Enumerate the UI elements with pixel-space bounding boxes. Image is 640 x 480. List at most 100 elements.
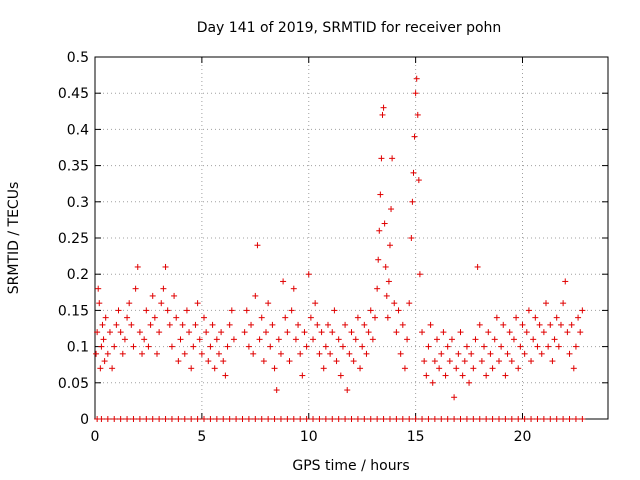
data-point	[560, 300, 567, 307]
data-point	[329, 416, 336, 422]
data-point	[186, 329, 193, 336]
x-tick-label: 10	[300, 429, 318, 445]
data-point	[136, 416, 143, 422]
data-point	[468, 350, 475, 357]
data-point	[352, 336, 359, 343]
data-point	[97, 365, 104, 372]
data-point	[147, 321, 154, 328]
data-point	[374, 416, 381, 422]
data-point	[181, 350, 188, 357]
data-point	[540, 329, 547, 336]
data-point	[536, 321, 543, 328]
data-point	[380, 104, 387, 111]
axis-ticks: 0 0.05 0.1 0.15 0.2 0.25 0.3 0.35 0.4 0.45 0.5 0 5 10…	[58, 50, 608, 445]
data-point	[361, 416, 368, 422]
data-point	[354, 416, 361, 422]
data-point	[575, 314, 582, 321]
data-point	[139, 350, 146, 357]
data-point	[406, 300, 413, 307]
data-point	[451, 394, 458, 401]
data-point	[386, 242, 393, 249]
data-point	[560, 416, 567, 422]
data-point	[367, 416, 374, 422]
data-point	[132, 285, 139, 292]
data-point	[483, 372, 490, 379]
data-point	[579, 307, 586, 314]
y-tick-label: 0.2	[67, 267, 89, 283]
data-point	[513, 314, 520, 321]
data-point	[342, 416, 349, 422]
data-point	[348, 416, 355, 422]
data-point	[203, 329, 210, 336]
data-point	[401, 365, 408, 372]
data-point	[372, 314, 379, 321]
data-point	[399, 321, 406, 328]
data-point	[478, 358, 485, 365]
data-point	[502, 372, 509, 379]
data-point	[230, 336, 237, 343]
data-point	[301, 329, 308, 336]
data-point	[448, 336, 455, 343]
data-point	[444, 416, 451, 422]
data-point	[329, 329, 336, 336]
data-point	[327, 350, 334, 357]
data-point	[466, 379, 473, 386]
data-point	[557, 321, 564, 328]
y-tick-label: 0.3	[67, 195, 89, 211]
data-point	[461, 358, 468, 365]
data-point	[258, 416, 265, 422]
data-point	[388, 206, 395, 213]
data-point	[579, 416, 586, 422]
data-point	[436, 365, 443, 372]
data-point	[100, 336, 107, 343]
data-point	[570, 365, 577, 372]
y-tick-label: 0	[80, 412, 89, 428]
data-point	[389, 155, 396, 162]
data-point	[101, 358, 108, 365]
data-point	[515, 365, 522, 372]
data-point	[280, 278, 287, 285]
data-point	[220, 358, 227, 365]
data-point	[532, 314, 539, 321]
data-point	[534, 343, 541, 350]
data-point	[568, 321, 575, 328]
data-point	[119, 350, 126, 357]
data-point	[156, 416, 163, 422]
data-point	[222, 372, 229, 379]
data-point	[386, 416, 393, 422]
data-point	[393, 416, 400, 422]
data-point	[391, 300, 398, 307]
data-point	[344, 387, 351, 394]
data-point	[416, 271, 423, 278]
data-point	[380, 416, 387, 422]
data-point	[406, 416, 413, 422]
data-point	[128, 321, 135, 328]
data-point	[267, 343, 274, 350]
data-point	[224, 343, 231, 350]
data-point	[489, 416, 496, 422]
data-point	[419, 416, 426, 422]
data-point	[489, 365, 496, 372]
data-point	[162, 416, 169, 422]
data-point	[265, 300, 272, 307]
data-point	[156, 329, 163, 336]
data-point	[412, 416, 419, 422]
data-point	[271, 365, 278, 372]
data-point	[284, 329, 291, 336]
data-point	[508, 358, 515, 365]
data-point	[113, 321, 120, 328]
x-tick-label: 5	[197, 429, 206, 445]
y-tick-label: 0.25	[58, 231, 89, 247]
data-point	[260, 358, 267, 365]
data-point	[337, 372, 344, 379]
grid-lines	[95, 57, 608, 419]
data-point	[181, 416, 188, 422]
data-point	[239, 416, 246, 422]
data-point	[166, 321, 173, 328]
data-point	[399, 416, 406, 422]
data-point	[410, 169, 417, 176]
data-point	[143, 307, 150, 314]
data-point	[258, 314, 265, 321]
data-point	[564, 329, 571, 336]
data-point	[316, 350, 323, 357]
